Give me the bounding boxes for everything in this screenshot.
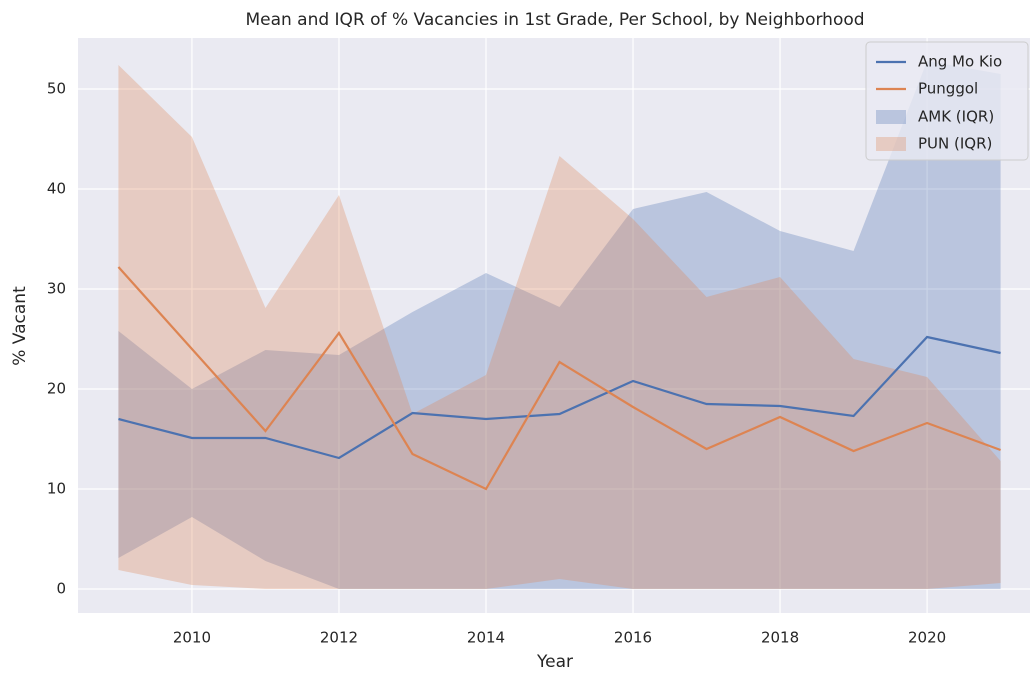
y-tick-label: 10	[47, 480, 66, 498]
legend-label: PUN (IQR)	[918, 135, 992, 153]
line	[117, 266, 1001, 491]
legend-patch	[876, 137, 906, 151]
y-tick-label: 20	[47, 380, 66, 398]
x-tick-label: 2012	[320, 629, 358, 647]
y-tick-label: 50	[47, 80, 66, 98]
x-tick-label: 2016	[614, 629, 652, 647]
legend-label: Punggol	[918, 80, 978, 98]
y-tick-label: 40	[47, 180, 66, 198]
x-tick-label: 2014	[467, 629, 505, 647]
legend-box	[865, 41, 1029, 161]
x-tick-label: 2018	[761, 629, 799, 647]
legend-label: AMK (IQR)	[918, 108, 994, 126]
legend-label: Ang Mo Kio	[918, 53, 1002, 71]
legend-patch	[876, 110, 906, 124]
chart-title: Mean and IQR of % Vacancies in 1st Grade…	[245, 10, 864, 30]
x-tick-label: 2020	[908, 629, 946, 647]
x-axis-label: Year	[536, 652, 573, 672]
line	[118, 335, 1001, 460]
x-tick-label: 2010	[173, 629, 211, 647]
y-axis-label: % Vacant	[10, 286, 30, 366]
y-tick-label: 30	[47, 280, 66, 298]
y-tick-label: 0	[56, 580, 66, 598]
